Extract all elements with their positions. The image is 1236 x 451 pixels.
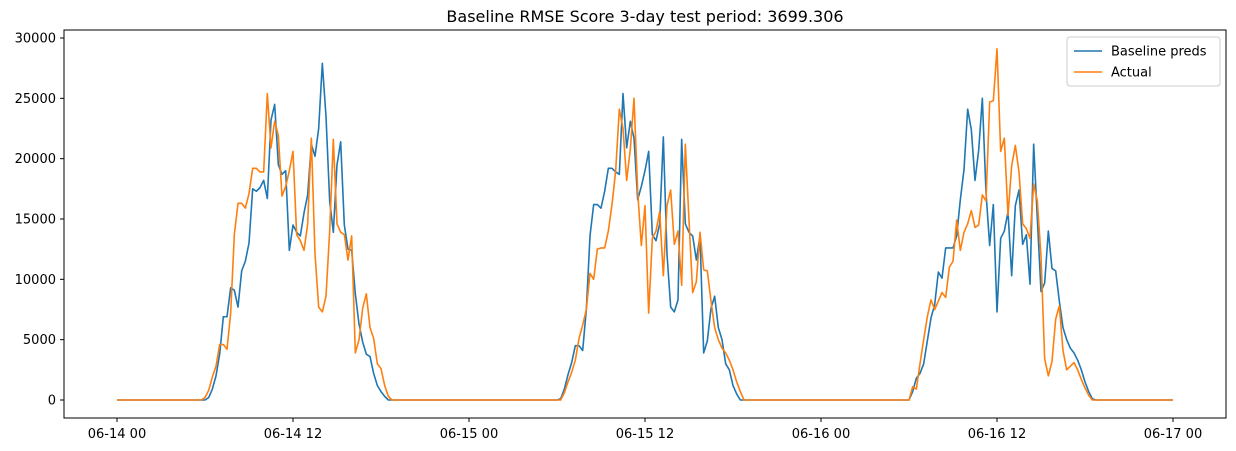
y-tick-label: 15000 (15, 213, 56, 228)
legend-label: Baseline preds (1111, 45, 1207, 60)
x-tick-label: 06-15 00 (440, 427, 498, 442)
chart-title: Baseline RMSE Score 3-day test period: 3… (446, 7, 843, 26)
series-line-actual (117, 48, 1173, 401)
x-tick-label: 06-15 12 (616, 427, 674, 442)
legend-label: Actual (1111, 66, 1152, 81)
x-tick-label: 06-16 00 (792, 427, 850, 442)
y-tick-label: 5000 (23, 333, 56, 348)
plot-frame (63, 29, 1227, 419)
y-tick-label: 30000 (15, 32, 56, 47)
legend: Baseline preds Actual (1066, 36, 1221, 87)
y-tick-label: 0 (48, 394, 56, 409)
x-tick-label: 06-17 00 (1144, 427, 1202, 442)
series-line-baseline-preds (117, 62, 1173, 401)
y-axis: 0 5000 10000 15000 20000 25000 30000 (15, 32, 64, 409)
y-tick-label: 20000 (15, 152, 56, 167)
x-tick-label: 06-16 12 (968, 427, 1026, 442)
plot-area (117, 48, 1173, 401)
y-tick-label: 10000 (15, 273, 56, 288)
legend-box (1066, 36, 1221, 87)
x-tick-label: 06-14 00 (88, 427, 146, 442)
x-axis: 06-14 00 06-14 12 06-15 00 06-15 12 06-16 00… (88, 418, 1202, 442)
y-tick-label: 25000 (15, 92, 56, 107)
x-tick-label: 06-14 12 (264, 427, 322, 442)
